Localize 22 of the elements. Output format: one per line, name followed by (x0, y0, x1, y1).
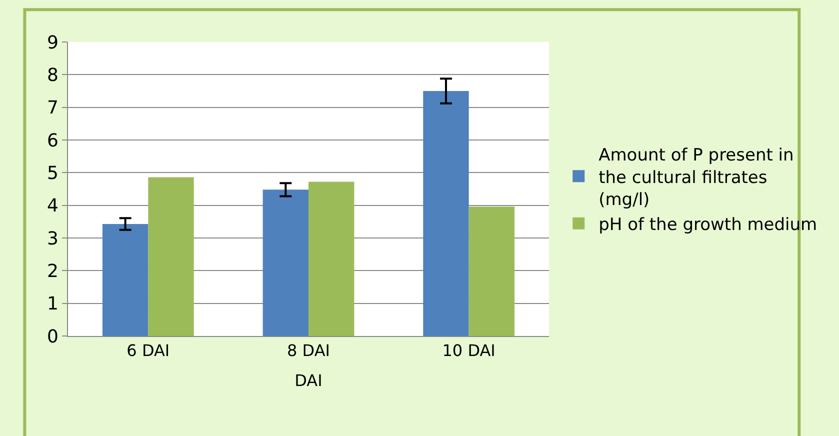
bar (423, 91, 469, 336)
bar (308, 182, 354, 336)
bar (468, 206, 515, 336)
bar (102, 224, 148, 336)
y-tick-label: 6 (46, 130, 58, 152)
legend-label: pH of the growth medium (598, 214, 818, 235)
x-tick-label: 6 DAI (126, 341, 170, 360)
y-tick-label: 9 (46, 32, 58, 54)
y-tick-label: 7 (46, 98, 58, 119)
y-tick-label: 5 (46, 162, 58, 184)
y-tick-label: 1 (46, 294, 58, 315)
y-tick-label: 2 (46, 260, 58, 282)
x-axis-title: DAI (294, 370, 322, 390)
y-tick-label: 8 (46, 64, 58, 86)
x-tick-label: 10 DAI (442, 341, 496, 360)
x-tick-label: 8 DAI (287, 341, 330, 360)
bar (262, 190, 308, 336)
y-tick-label: 0 (46, 326, 58, 348)
bar (148, 177, 194, 336)
y-tick-label: 4 (46, 196, 58, 217)
y-tick-label: 3 (46, 228, 58, 250)
legend-label: Amount of P present in the cultural filtrates (mg/l) (598, 146, 794, 210)
